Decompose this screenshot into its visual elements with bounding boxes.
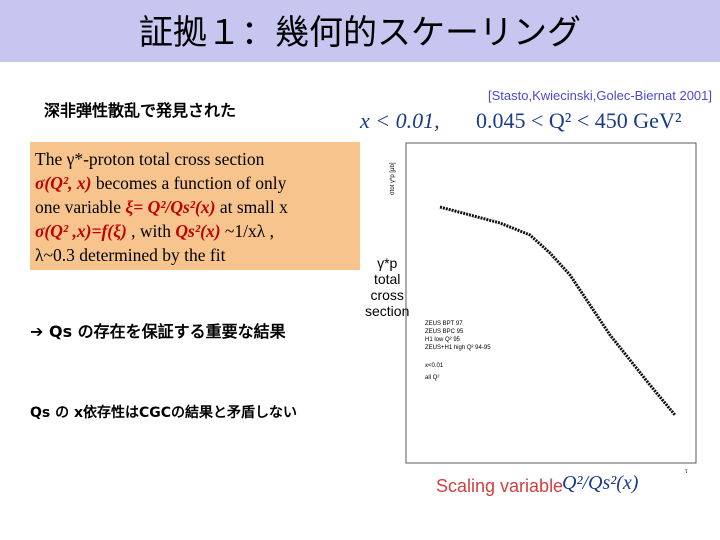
title: 証拠１：幾何的スケーリング bbox=[0, 0, 720, 62]
side-label: γ*p total cross section bbox=[365, 255, 409, 319]
legend-entry: ZEUS+H1 high Q² 94-95 bbox=[425, 345, 491, 351]
text: ~1/xλ , bbox=[220, 221, 274, 241]
y-label: σtot γ*p [μb] bbox=[390, 162, 396, 195]
arrow: ➔ bbox=[30, 322, 49, 341]
text: becomes a function of only bbox=[91, 173, 287, 193]
text: one variable bbox=[35, 197, 126, 217]
condition: 0.045 < Q² < 450 GeV² bbox=[476, 108, 682, 133]
text: Qs の存在を保証する重要な結果 bbox=[48, 322, 286, 341]
text-box: The γ*-proton total cross section σ(Q², … bbox=[30, 142, 360, 270]
text: at small x bbox=[215, 197, 288, 217]
line: σ(Q², x) becomes a function of only bbox=[35, 171, 360, 195]
reference: [Stasto,Kwiecinski,Golec-Biernat 2001] bbox=[488, 88, 712, 103]
formula: σ(Q² ,x)=f(ξ) bbox=[35, 221, 127, 241]
formula: σ(Q², x) bbox=[35, 173, 92, 193]
formula: ξ= Q²/Qs²(x) bbox=[125, 197, 216, 217]
frame bbox=[405, 142, 697, 464]
text: , with bbox=[126, 221, 176, 241]
caption: Scaling variable bbox=[436, 476, 564, 496]
line: λ~0.3 determined by the fit bbox=[35, 243, 360, 267]
data-curve bbox=[439, 205, 677, 416]
text: The γ*-proton total cross section bbox=[35, 149, 265, 169]
line: σ(Q² ,x)=f(ξ) , with Qs²(x) ~1/xλ , bbox=[35, 219, 360, 243]
point: Qs の x依存性はCGCの結果と矛盾しない bbox=[30, 405, 298, 421]
formula: Qs²(x) bbox=[175, 221, 221, 241]
condition: x < 0.01, bbox=[360, 108, 440, 133]
point: ➔ Qs の存在を保証する重要な結果 bbox=[30, 318, 286, 342]
x-label: τ bbox=[685, 469, 688, 475]
line: one variable ξ= Q²/Qs²(x) at small x bbox=[35, 195, 360, 219]
legend: ZEUS BPT 97 ZEUS BPC 95 H1 low Q² 95 ZEU… bbox=[425, 321, 491, 381]
text: λ~0.3 determined by the fit bbox=[35, 245, 226, 265]
caption-formula: Q²/Qs²(x) bbox=[562, 472, 639, 494]
legend-entry: ZEUS BPT 97 bbox=[425, 321, 463, 327]
line: The γ*-proton total cross section bbox=[35, 147, 360, 171]
intro: 深非弾性散乱で発見された bbox=[44, 101, 237, 120]
legend-entry: x<0.01 bbox=[425, 363, 444, 369]
text: section bbox=[365, 303, 410, 319]
legend-entry: H1 low Q² 95 bbox=[425, 337, 461, 343]
text: total bbox=[373, 271, 401, 287]
legend-entry: ZEUS BPC 95 bbox=[425, 329, 464, 335]
legend-entry: all Q² bbox=[425, 375, 439, 381]
text: cross bbox=[370, 287, 404, 303]
text: γ*p bbox=[377, 255, 398, 271]
figure: σtot γ*p [μb] τ ZEUS BPT 97 ZEUS BPC 95 … bbox=[390, 142, 697, 475]
